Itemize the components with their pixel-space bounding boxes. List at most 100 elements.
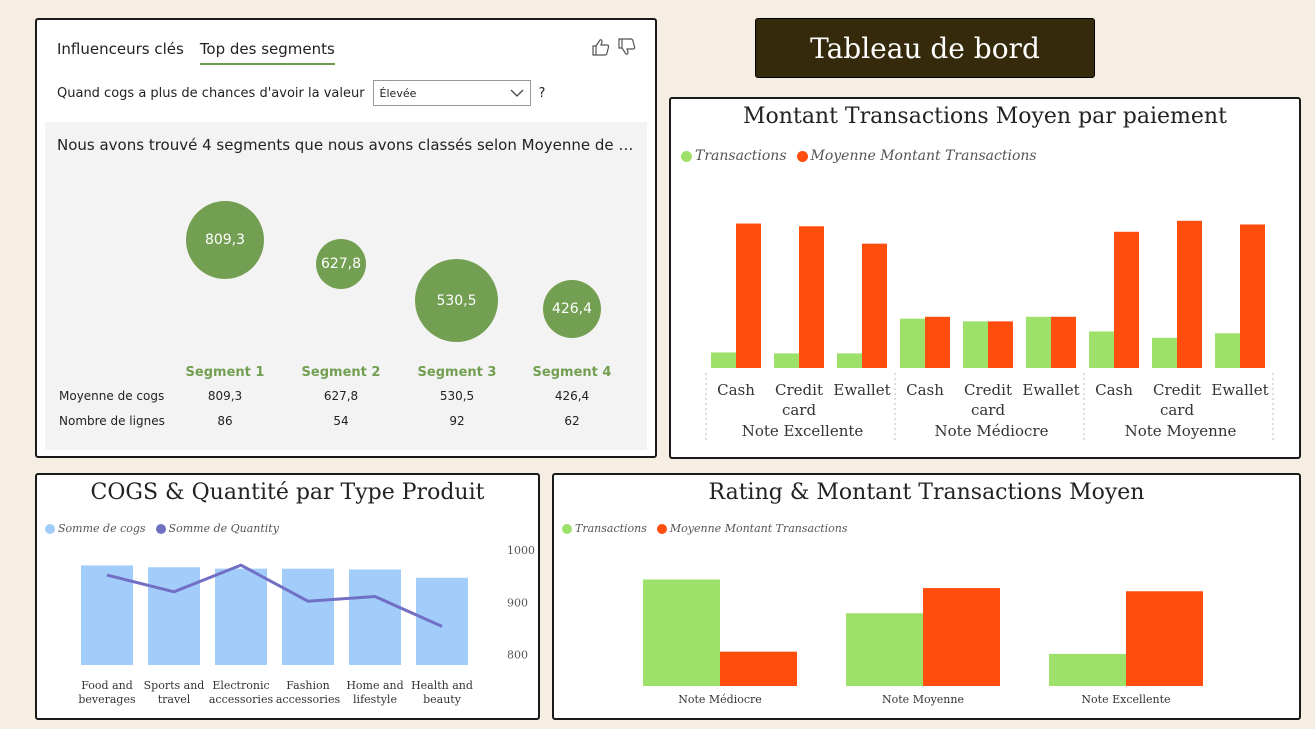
x-tick-label: Credit: [964, 381, 1012, 399]
segment-label-2[interactable]: Segment 2: [291, 365, 391, 380]
bar-average-amount[interactable]: [1051, 317, 1076, 368]
bar-transactions[interactable]: [1049, 654, 1126, 686]
x-tick-label: Ewallet: [1022, 381, 1079, 399]
segment-label-4[interactable]: Segment 4: [522, 365, 622, 380]
x-tick-label: Note Excellente: [1081, 693, 1170, 706]
x-tick-label: card: [971, 401, 1006, 419]
bar-transactions[interactable]: [837, 353, 862, 368]
bar-transactions[interactable]: [900, 319, 925, 368]
row-count-value: 54: [291, 414, 391, 428]
help-mark[interactable]: ?: [539, 86, 546, 101]
segment-bubble-1[interactable]: 809,3: [186, 201, 264, 279]
rating-bar-chart: Note Médiocre Note Moyenne Note Excellente: [554, 475, 1299, 718]
x-tick-label: Credit: [1153, 381, 1201, 399]
x-tick-label: card: [782, 401, 817, 419]
y-right-tick-label: 900: [507, 596, 528, 609]
bar-average-amount[interactable]: [1126, 591, 1203, 686]
bar-cogs[interactable]: [416, 578, 468, 665]
x-tick-label: Ewallet: [833, 381, 890, 399]
bar-transactions[interactable]: [1152, 338, 1177, 368]
avg-cogs-label: Moyenne de cogs: [59, 389, 164, 403]
x-tick-label: lifestyle: [353, 693, 397, 706]
x-tick-label: Cash: [1095, 381, 1133, 399]
bar-average-amount[interactable]: [925, 317, 950, 368]
bar-average-amount[interactable]: [1177, 221, 1202, 368]
value-dropdown[interactable]: Élevée: [373, 80, 531, 106]
x-tick-label: Cash: [717, 381, 755, 399]
influencer-tabs: Influenceurs clés Top des segments: [57, 40, 335, 65]
thumbs-up-icon[interactable]: [591, 38, 611, 56]
payment-bar-chart: Cash Credit card Ewallet Cash Credit card Ewall…: [671, 99, 1299, 457]
feedback-buttons: [591, 38, 637, 56]
bar-transactions[interactable]: [643, 579, 720, 686]
x-tick-label: beauty: [423, 693, 462, 706]
dropdown-value: Élevée: [380, 87, 417, 100]
x-tick-label: card: [1160, 401, 1195, 419]
bar-transactions[interactable]: [846, 613, 923, 686]
cogs-quantity-panel: COGS & Quantité par Type Produit Somme d…: [35, 473, 540, 720]
x-tick-label: Electronic: [212, 679, 269, 692]
tab-key-influencers[interactable]: Influenceurs clés: [57, 40, 184, 65]
tab-top-segments[interactable]: Top des segments: [200, 40, 335, 65]
bar-cogs[interactable]: [148, 567, 200, 665]
x-tick-label: Note Médiocre: [678, 693, 762, 706]
x-group-label: Note Médiocre: [935, 422, 1049, 440]
x-tick-label: accessories: [209, 693, 274, 706]
bar-transactions[interactable]: [1089, 331, 1114, 368]
segment-bubble-3[interactable]: 530,5: [415, 259, 498, 342]
thumbs-down-icon[interactable]: [617, 38, 637, 56]
row-count-value: 92: [407, 414, 507, 428]
bar-average-amount[interactable]: [736, 224, 761, 368]
avg-cogs-value: 809,3: [175, 389, 275, 403]
row-count-value: 86: [175, 414, 275, 428]
bar-cogs[interactable]: [282, 569, 334, 665]
bar-average-amount[interactable]: [1240, 224, 1265, 368]
rating-chart-panel: Rating & Montant Transactions Moyen Tran…: [552, 473, 1301, 720]
x-tick-label: accessories: [276, 693, 341, 706]
x-tick-label: Home and: [346, 679, 403, 692]
bar-average-amount[interactable]: [720, 652, 797, 686]
row-count-label: Nombre de lignes: [59, 414, 165, 428]
payment-chart-panel: Montant Transactions Moyen par paiement …: [669, 97, 1301, 459]
x-tick-label: Sports and: [144, 679, 205, 692]
bar-average-amount[interactable]: [1114, 232, 1139, 368]
segments-description: Nous avons trouvé 4 segments que nous av…: [57, 136, 637, 154]
bar-average-amount[interactable]: [862, 244, 887, 368]
bar-average-amount[interactable]: [799, 226, 824, 368]
segment-bubble-2[interactable]: 627,8: [316, 239, 366, 289]
x-tick-label: Food and: [81, 679, 133, 692]
row-count-value: 62: [522, 414, 622, 428]
bar-transactions[interactable]: [963, 321, 988, 368]
avg-cogs-value: 426,4: [522, 389, 622, 403]
x-tick-label: Cash: [906, 381, 944, 399]
y-right-tick-label: 800: [507, 649, 528, 662]
segment-bubble-4[interactable]: 426,4: [543, 280, 601, 338]
segment-label-1[interactable]: Segment 1: [175, 365, 275, 380]
x-tick-label: beverages: [78, 693, 136, 706]
chevron-down-icon: [510, 88, 524, 98]
x-tick-label: Ewallet: [1211, 381, 1268, 399]
x-tick-label: Fashion: [286, 679, 329, 692]
dashboard-title: Tableau de bord: [755, 18, 1095, 78]
bar-average-amount[interactable]: [923, 588, 1000, 686]
bar-cogs[interactable]: [215, 569, 267, 665]
question-row: Quand cogs a plus de chances d'avoir la …: [57, 80, 545, 106]
x-group-label: Note Excellente: [742, 422, 864, 440]
avg-cogs-value: 627,8: [291, 389, 391, 403]
bar-transactions[interactable]: [711, 352, 736, 368]
x-tick-label: Note Moyenne: [882, 693, 964, 706]
y-right-tick-label: 1000: [507, 544, 535, 557]
x-tick-label: travel: [158, 693, 191, 706]
bar-cogs[interactable]: [349, 569, 401, 665]
bar-average-amount[interactable]: [988, 321, 1013, 368]
segment-label-3[interactable]: Segment 3: [407, 365, 507, 380]
bar-transactions[interactable]: [1215, 333, 1240, 368]
x-group-label: Note Moyenne: [1125, 422, 1237, 440]
x-tick-label: Credit: [775, 381, 823, 399]
bar-transactions[interactable]: [1026, 317, 1051, 368]
segments-area: Nous avons trouvé 4 segments que nous av…: [45, 122, 647, 450]
question-text: Quand cogs a plus de chances d'avoir la …: [57, 86, 365, 101]
bar-transactions[interactable]: [774, 353, 799, 368]
avg-cogs-value: 530,5: [407, 389, 507, 403]
